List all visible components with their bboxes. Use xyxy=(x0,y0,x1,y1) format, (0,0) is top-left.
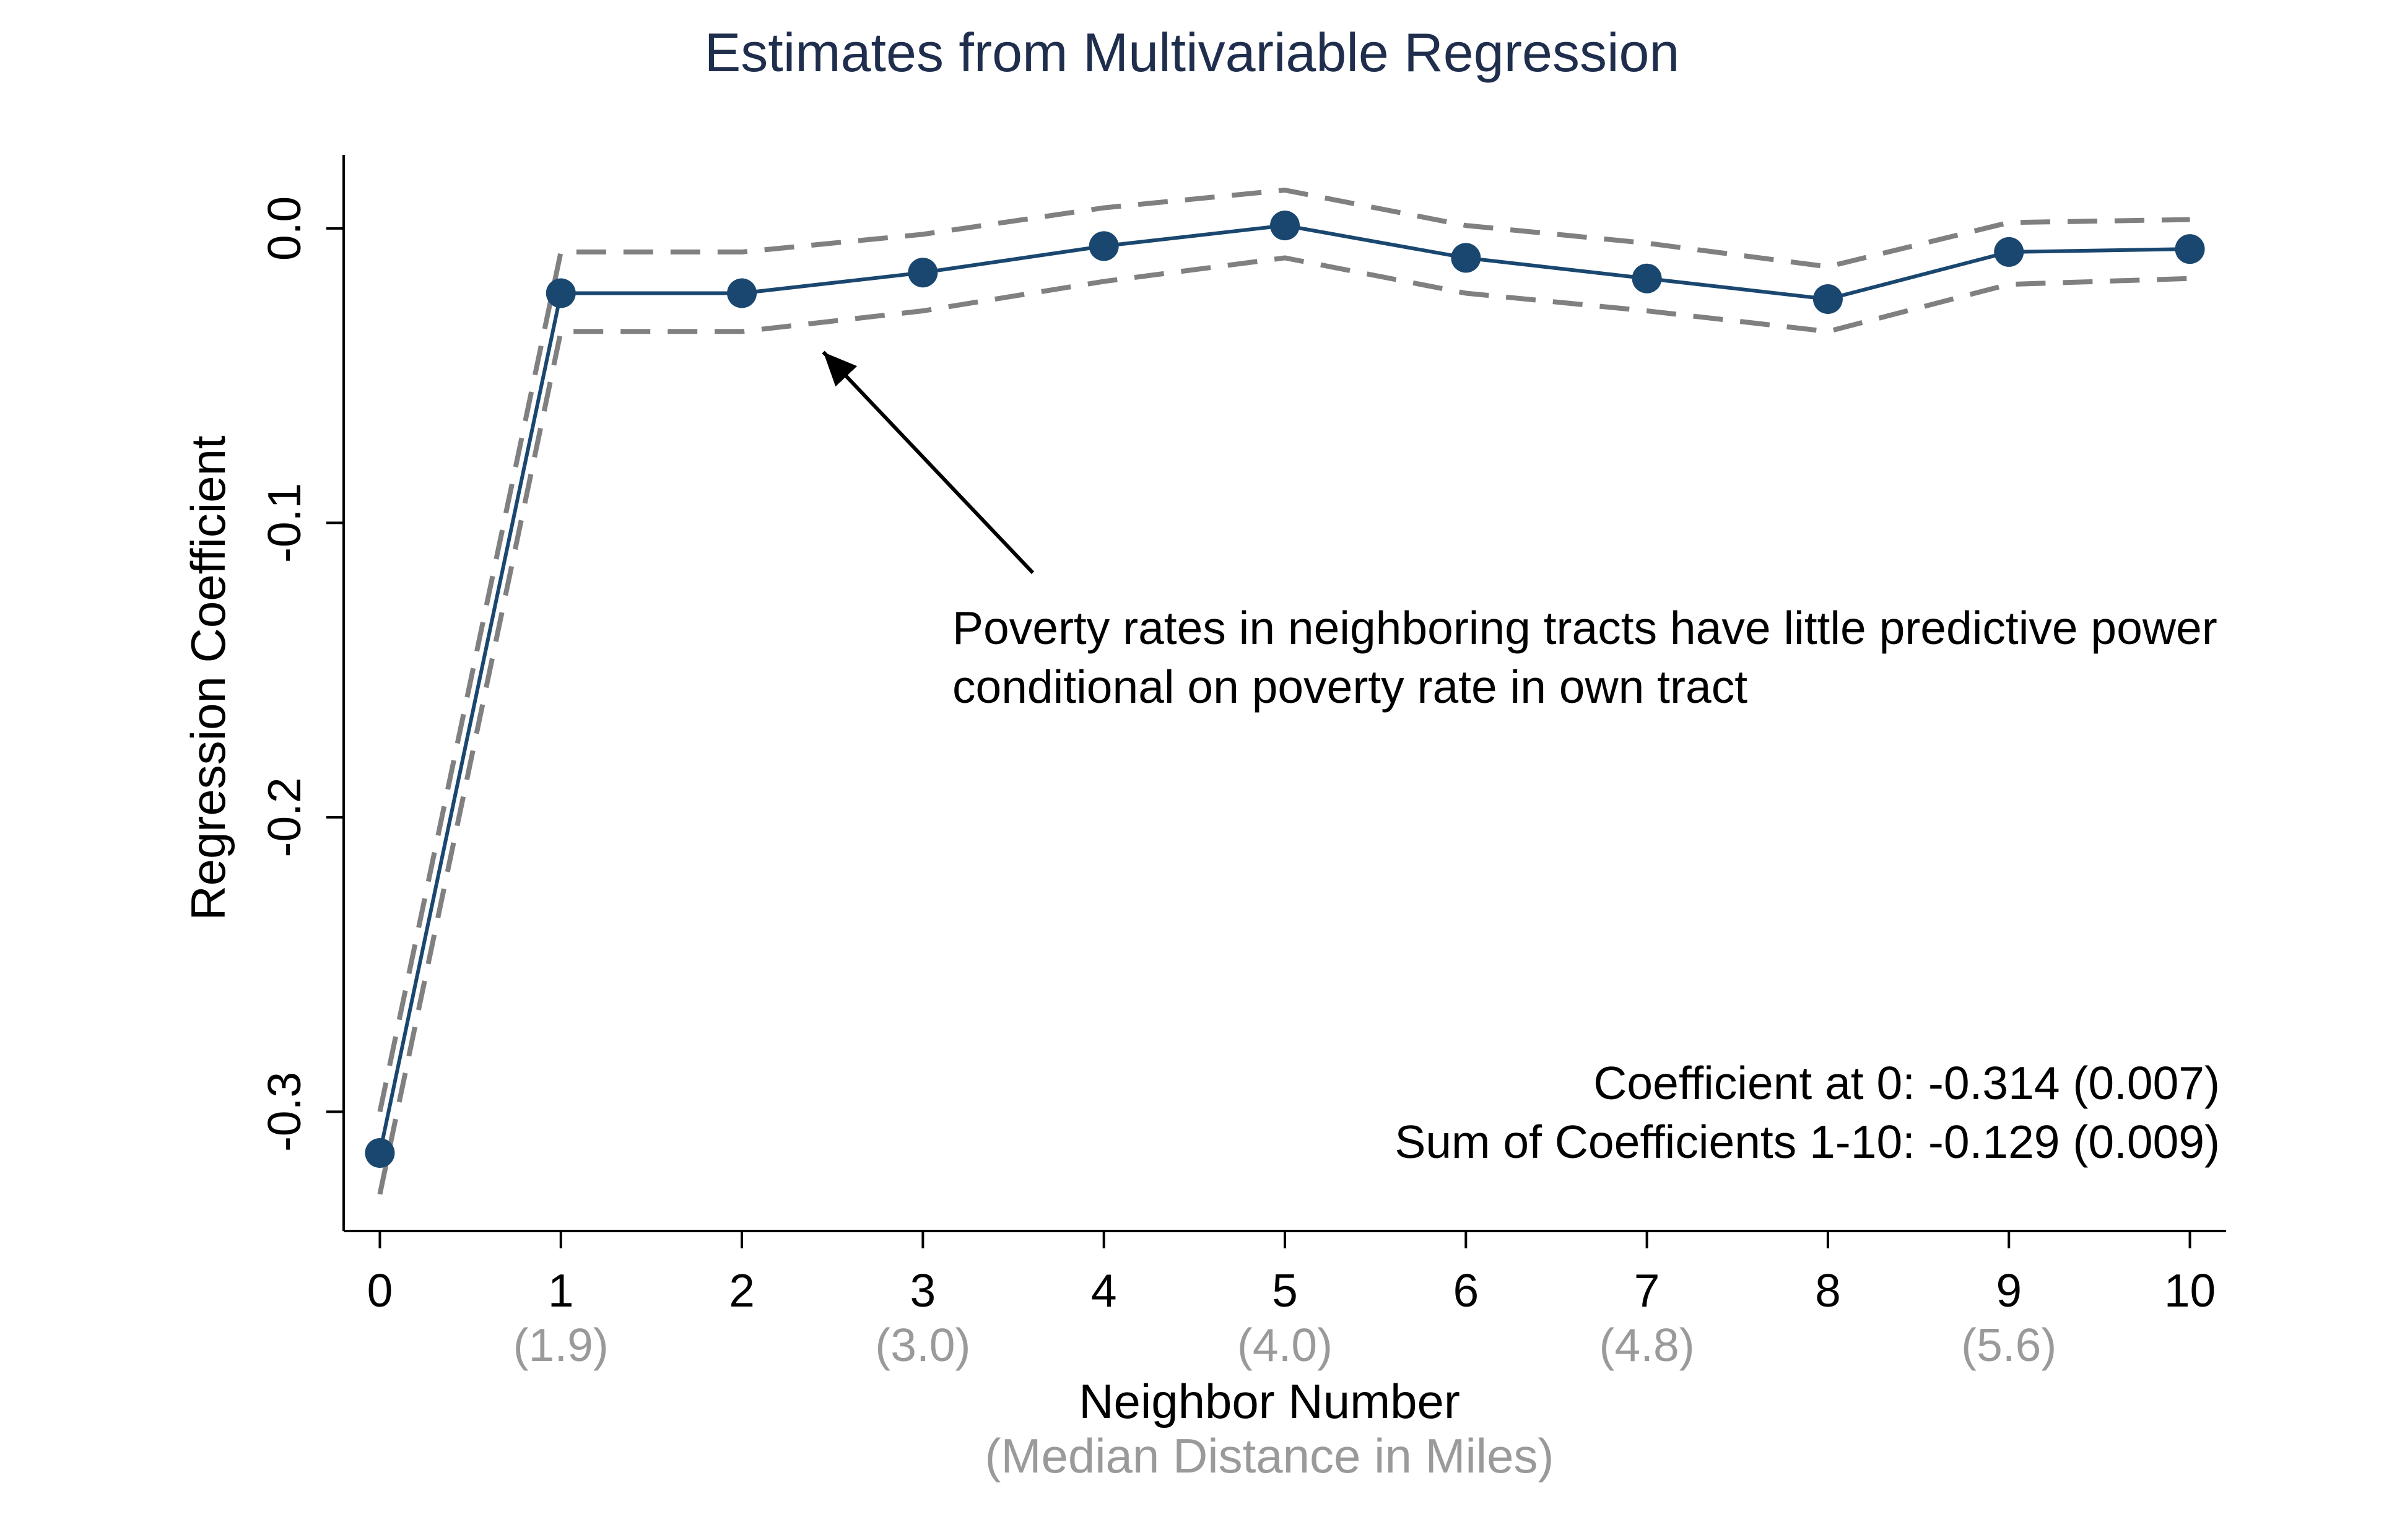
x-subtick-label: (3.0) xyxy=(875,1319,970,1371)
y-axis-label: Regression Coefficient xyxy=(181,435,235,921)
x-tick-label: 9 xyxy=(1996,1264,2022,1316)
data-point xyxy=(727,278,757,308)
series-line-lower-ci xyxy=(377,255,2190,1195)
chart-title: Estimates from Multivariable Regression xyxy=(705,22,1680,83)
data-point xyxy=(546,278,576,308)
x-tick-label: 3 xyxy=(910,1264,936,1316)
annotation-arrow xyxy=(822,350,1035,575)
data-point xyxy=(1270,211,1300,241)
data-point xyxy=(1812,284,1843,315)
x-tick-label: 0 xyxy=(367,1264,393,1316)
data-point xyxy=(1994,237,2024,267)
x-tick-label: 6 xyxy=(1453,1264,1479,1316)
data-point xyxy=(1451,243,1481,273)
x-subtick-label: (4.8) xyxy=(1599,1319,1695,1371)
stats-box: Coefficient at 0: -0.314 (0.007) Sum of … xyxy=(1394,1057,2220,1168)
x-axis-sublabel: (Median Distance in Miles) xyxy=(985,1429,1554,1483)
x-subtick-label: (1.9) xyxy=(513,1319,609,1371)
x-axis-label: Neighbor Number xyxy=(1079,1374,1460,1429)
x-ticks: 0 1 2 3 4 5 6 7 8 9 10 (1.9) (3.0) (4.0) (4.8) (5.6) xyxy=(367,1231,2216,1371)
data-point xyxy=(908,258,938,288)
x-subtick-label: (5.6) xyxy=(1961,1319,2056,1371)
x-tick-label: 4 xyxy=(1091,1264,1117,1316)
x-tick-label: 8 xyxy=(1815,1264,1841,1316)
y-tick-label: -0.1 xyxy=(258,483,310,563)
marker-layer xyxy=(365,211,2205,1168)
annotation-line-1: Poverty rates in neighboring tracts have… xyxy=(952,602,2217,654)
y-tick-label: -0.3 xyxy=(258,1072,310,1152)
y-tick-label: -0.2 xyxy=(258,777,310,857)
x-tick-label: 7 xyxy=(1634,1264,1660,1316)
x-tick-label: 2 xyxy=(729,1264,755,1316)
stat-sum-of-coefficients: Sum of Coefficients 1-10: -0.129 (0.009) xyxy=(1394,1116,2220,1168)
x-tick-label: 1 xyxy=(548,1264,574,1316)
x-subtick-label: (4.0) xyxy=(1237,1319,1333,1371)
x-tick-label: 5 xyxy=(1272,1264,1298,1316)
series-line-upper-ci xyxy=(377,188,2190,1113)
data-point xyxy=(2175,234,2205,264)
x-tick-label: 10 xyxy=(2164,1264,2216,1316)
data-point xyxy=(365,1138,395,1168)
data-point xyxy=(1089,231,1119,261)
stat-coefficient-at-zero: Coefficient at 0: -0.314 (0.007) xyxy=(1593,1057,2220,1109)
annotation: Poverty rates in neighboring tracts have… xyxy=(822,350,2217,713)
data-point xyxy=(1632,263,1662,294)
y-ticks: 0.0 -0.1 -0.2 -0.3 xyxy=(258,196,344,1152)
y-tick-label: 0.0 xyxy=(258,196,310,261)
annotation-line-2: conditional on poverty rate in own tract xyxy=(952,661,1747,713)
